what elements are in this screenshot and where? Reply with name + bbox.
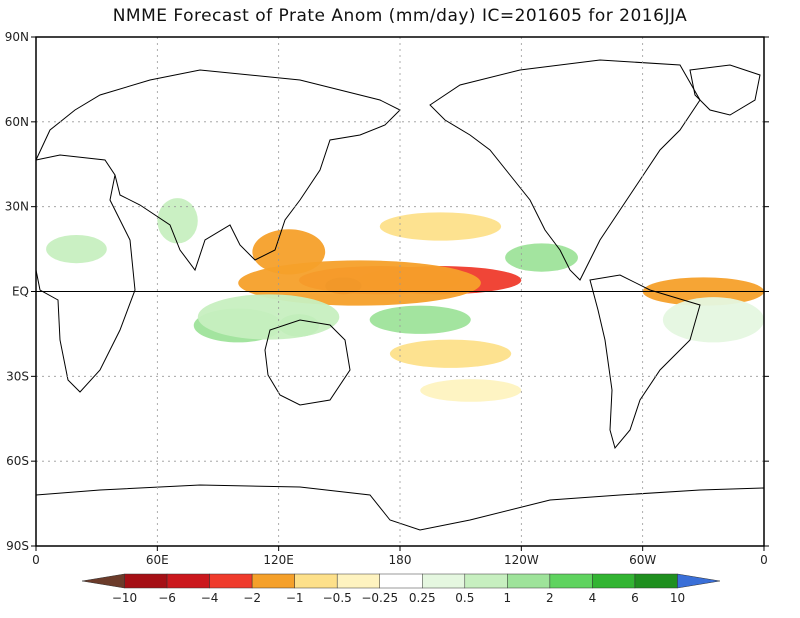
colorbar-swatch xyxy=(209,573,253,589)
colorbar-label: 10 xyxy=(670,591,685,605)
colorbar-swatch xyxy=(592,573,636,589)
latitude-label: 30N xyxy=(5,200,29,214)
anomaly-patch xyxy=(197,294,340,340)
coastline xyxy=(35,69,401,272)
coastline xyxy=(429,59,701,281)
colorbar-swatch xyxy=(379,573,423,589)
anomaly-patch xyxy=(662,297,764,343)
colorbar-swatch xyxy=(464,573,508,589)
coastline-layer xyxy=(35,59,765,531)
colorbar-label: 4 xyxy=(589,591,597,605)
colorbar-label: −0.5 xyxy=(323,591,352,605)
colorbar-label: 2 xyxy=(546,591,554,605)
longitude-label: 120W xyxy=(504,553,539,567)
longitude-label: 60W xyxy=(629,553,656,567)
anomaly-patch xyxy=(46,234,107,264)
gridline-layer xyxy=(36,37,764,546)
colorbar: −10 −6 −4 −2 −1 −0.5 −0.25 0.25 0.5 1 2 4 6 10 xyxy=(81,573,721,605)
colorbar-label: 0.25 xyxy=(409,591,436,605)
latitude-label: 30S xyxy=(6,369,29,383)
colorbar-swatch xyxy=(124,573,168,589)
latitude-label: EQ xyxy=(12,285,29,299)
colorbar-swatch xyxy=(549,573,593,589)
anomaly-patch xyxy=(369,305,471,334)
latitude-label: 90N xyxy=(5,30,29,44)
colorbar-label: −4 xyxy=(201,591,219,605)
anomaly-patch xyxy=(252,229,326,275)
coastline xyxy=(689,64,761,116)
colorbar-swatch xyxy=(677,573,721,589)
colorbar-label: 1 xyxy=(504,591,512,605)
longitude-label: 120E xyxy=(263,553,294,567)
colorbar-swatch xyxy=(422,573,466,589)
colorbar-label: −0.25 xyxy=(361,591,398,605)
colorbar-label: −1 xyxy=(286,591,304,605)
colorbar-label: −2 xyxy=(243,591,261,605)
anomaly-patch xyxy=(157,198,198,244)
colorbar-swatch xyxy=(294,573,338,589)
coastline xyxy=(35,154,136,393)
latitude-label: 60S xyxy=(6,454,29,468)
longitude-label: 0 xyxy=(760,553,768,567)
colorbar-swatch xyxy=(336,573,380,589)
colorbar-label: −10 xyxy=(112,591,137,605)
latitude-label: 90S xyxy=(6,539,29,553)
anomaly-patch xyxy=(379,212,502,241)
colorbar-label: 0.5 xyxy=(455,591,474,605)
colorbar-swatch xyxy=(507,573,551,589)
colorbar-label: 6 xyxy=(631,591,639,605)
anomaly-patch xyxy=(505,243,578,272)
longitude-label: 180 xyxy=(389,553,412,567)
colorbar-swatch xyxy=(251,573,295,589)
longitude-label: 0 xyxy=(32,553,40,567)
map-title: NMME Forecast of Prate Anom (mm/day) IC=… xyxy=(112,6,688,26)
colorbar-swatch xyxy=(166,573,210,589)
coastline xyxy=(589,274,701,450)
coastline xyxy=(264,319,351,406)
anomaly-patch xyxy=(420,379,522,402)
latitude-label: 60N xyxy=(5,115,29,129)
coastline xyxy=(35,484,765,531)
colorbar-swatch xyxy=(634,573,678,589)
colorbar-label: −6 xyxy=(158,591,176,605)
colorbar-swatch xyxy=(81,573,125,589)
anomaly-patch xyxy=(389,339,512,368)
longitude-label: 60E xyxy=(146,553,169,567)
anomaly-layer xyxy=(46,198,764,402)
